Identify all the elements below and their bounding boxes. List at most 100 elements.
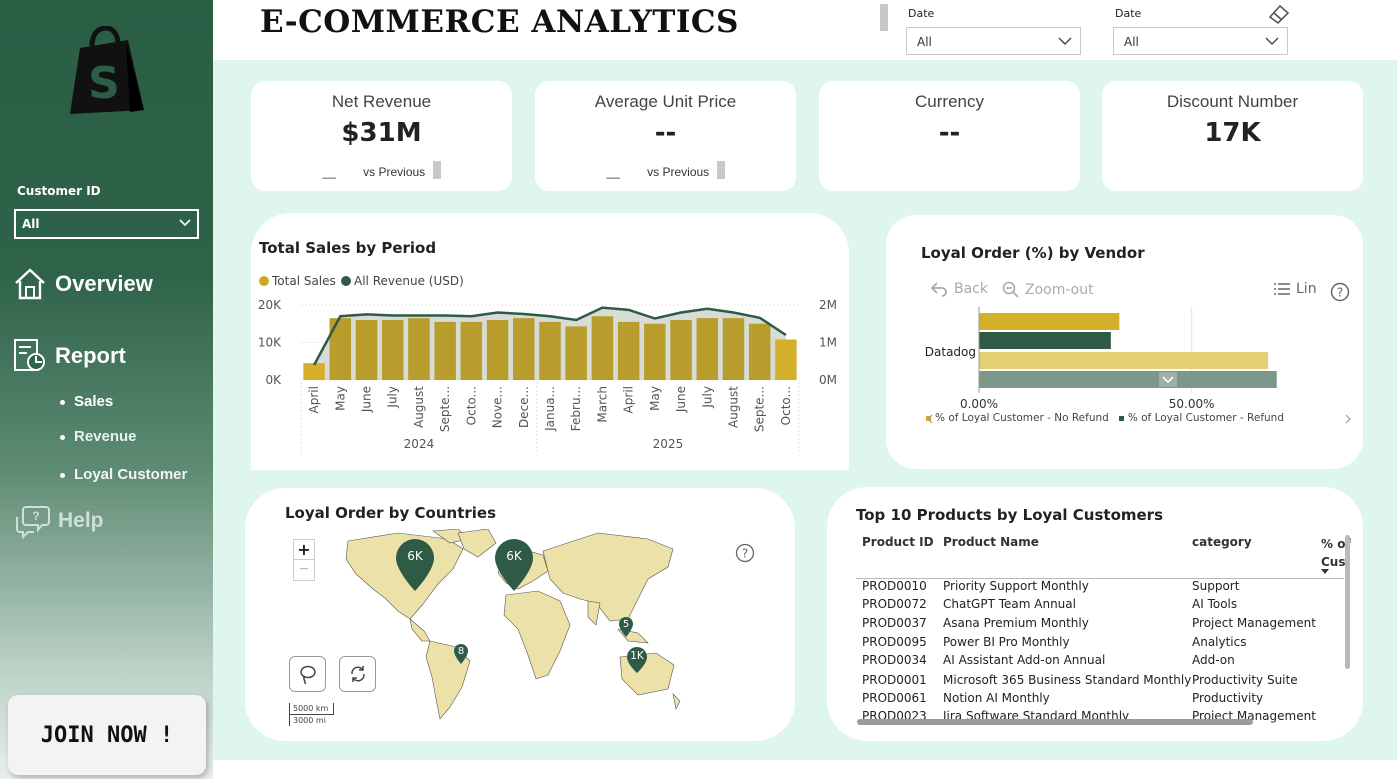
x-tick-label: Septe...	[438, 386, 452, 432]
sales-bar[interactable]	[617, 321, 640, 380]
table-row[interactable]: PROD0095 Power BI Pro Monthly Analytics	[862, 635, 1342, 654]
zoom-out-button[interactable]: −	[298, 561, 310, 577]
vertical-scrollbar[interactable]	[1345, 535, 1350, 669]
sales-bar[interactable]	[460, 321, 483, 380]
top-products-panel: Top 10 Products by Loyal Customers Produ…	[827, 487, 1363, 741]
back-label: Back	[954, 281, 988, 297]
table-row[interactable]: PROD0072 ChatGPT Team Annual AI Tools	[862, 597, 1342, 616]
vendor-bar[interactable]	[979, 352, 1269, 369]
sales-bar[interactable]	[381, 320, 404, 380]
sales-bar[interactable]	[539, 321, 561, 380]
cell-product-id: PROD0095	[862, 635, 927, 649]
column-header-product-name[interactable]: Product Name	[943, 535, 1039, 549]
sales-bar[interactable]	[486, 320, 509, 380]
legend-refund[interactable]: % of Loyal Customer - Refund	[1118, 412, 1284, 424]
cell-category: Add-on	[1192, 653, 1235, 667]
sales-bar[interactable]	[565, 326, 587, 380]
cell-product-name: ChatGPT Team Annual	[943, 597, 1076, 611]
map-marker[interactable]: 5	[618, 616, 634, 642]
vendor-bar[interactable]	[979, 313, 1120, 330]
sales-bar[interactable]	[408, 318, 430, 380]
cell-category: Productivity	[1192, 691, 1264, 705]
table-row[interactable]: PROD0037 Asana Premium Monthly Project Man…	[862, 616, 1342, 635]
sales-bar[interactable]	[355, 320, 378, 380]
legend-all-revenue[interactable]: All Revenue (USD)	[341, 274, 464, 288]
help-circle-icon[interactable]: ?	[735, 543, 755, 563]
nav-overview-label: Overview	[55, 271, 153, 296]
kpi-mini-bar	[432, 160, 441, 179]
date-filter-2-dropdown[interactable]: All	[1113, 27, 1288, 55]
map-marker[interactable]: 6K	[493, 537, 535, 597]
legend-total-sales[interactable]: Total Sales	[259, 274, 336, 288]
marker-label: 1K	[630, 650, 644, 662]
map-zoom-control: + −	[293, 539, 315, 581]
sales-chart: 0K 10K 20K 0M 1M 2M April May June July August Sept…	[258, 298, 837, 455]
nav-help[interactable]: ? Help	[14, 503, 104, 539]
lin-label: Lin	[1296, 281, 1317, 297]
customer-id-dropdown[interactable]: All	[14, 209, 199, 239]
sub-item-sales[interactable]: Sales	[60, 393, 113, 410]
nav-overview[interactable]: Overview	[13, 267, 153, 301]
date-filter-dropdown[interactable]: All	[906, 27, 1081, 55]
table-row[interactable]: PROD0061 Notion AI Monthly Productivity	[862, 691, 1342, 710]
chevron-right-icon[interactable]	[1344, 414, 1352, 424]
table-row[interactable]: PROD0010 Priority Support Monthly Support	[862, 579, 1342, 598]
x-tick-label: 0.00%	[960, 397, 998, 411]
marker-label: 8	[457, 646, 465, 657]
loyal-order-countries-panel: Loyal Order by Countries	[245, 488, 795, 741]
back-button[interactable]: Back	[930, 281, 988, 297]
sales-bar[interactable]	[775, 339, 797, 381]
table-row[interactable]: PROD0001 Microsoft 365 Business Standard …	[862, 673, 1342, 692]
sales-bar[interactable]	[722, 318, 745, 380]
column-header-category[interactable]: category	[1192, 535, 1252, 549]
cell-product-name: Asana Premium Monthly	[943, 616, 1089, 630]
zoom-out-icon	[1002, 281, 1019, 298]
reset-view-button[interactable]	[339, 656, 376, 692]
back-arrow-icon	[930, 282, 947, 297]
sales-bar[interactable]	[670, 320, 692, 380]
help-circle-icon[interactable]: ?	[1330, 282, 1350, 302]
chevron-left-icon[interactable]	[926, 414, 934, 424]
zoom-in-button[interactable]: +	[294, 540, 314, 560]
sales-bar[interactable]	[329, 318, 352, 380]
clear-filter-eraser-icon[interactable]	[1267, 3, 1291, 25]
sales-bar[interactable]	[696, 318, 719, 380]
horizontal-scrollbar[interactable]	[857, 719, 1253, 725]
vendor-bar[interactable]	[979, 371, 1277, 388]
legend-no-refund[interactable]: % of Loyal Customer - No Refund	[926, 412, 1109, 424]
map-marker[interactable]: 6K	[394, 537, 436, 597]
sales-bar[interactable]	[303, 363, 325, 380]
sub-item-loyal-customer[interactable]: Loyal Customer	[60, 466, 187, 483]
x-tick-label: July	[700, 386, 714, 409]
column-header-product-id[interactable]: Product ID	[862, 535, 934, 549]
panel-title: Loyal Order (%) by Vendor	[921, 244, 1145, 262]
map-marker[interactable]: 1K	[626, 646, 648, 678]
total-sales-panel: Total Sales by Period Total Sales All Re…	[251, 213, 849, 470]
sub-item-revenue[interactable]: Revenue	[60, 428, 137, 445]
svg-text:?: ?	[1337, 286, 1343, 300]
chevron-down-icon[interactable]	[1159, 372, 1177, 387]
x-tick-label: Janua...	[543, 386, 557, 432]
map-marker[interactable]: 8	[453, 643, 469, 669]
sales-bar[interactable]	[434, 321, 456, 380]
lasso-select-button[interactable]	[289, 656, 326, 692]
x-tick-label: June	[360, 386, 374, 413]
loyal-order-vendor-panel: Loyal Order (%) by Vendor Back Zoom-out …	[886, 215, 1363, 469]
table-row[interactable]: PROD0034 AI Assistant Add-on Annual Add-on	[862, 653, 1342, 672]
join-now-button[interactable]: JOIN NOW !	[8, 695, 206, 775]
map-pin-icon	[627, 647, 647, 673]
column-header-loyal-pct[interactable]: % of Cus	[1321, 537, 1351, 569]
x-tick-label: March	[595, 386, 609, 423]
sales-bar[interactable]	[513, 318, 535, 380]
cell-product-name: Notion AI Monthly	[943, 691, 1050, 705]
cell-product-name: Power BI Pro Monthly	[943, 635, 1070, 649]
sales-bar[interactable]	[644, 323, 666, 380]
lin-scale-toggle[interactable]: Lin	[1274, 281, 1317, 297]
nav-report[interactable]: Report	[13, 338, 126, 374]
world-map[interactable]	[338, 529, 683, 729]
sales-bar[interactable]	[591, 316, 614, 380]
vendor-bar[interactable]	[979, 332, 1111, 349]
zoom-out-button[interactable]: Zoom-out	[1002, 281, 1094, 299]
page-title: E-COMMERCE ANALYTICS	[260, 4, 739, 40]
sales-bar[interactable]	[748, 323, 771, 380]
